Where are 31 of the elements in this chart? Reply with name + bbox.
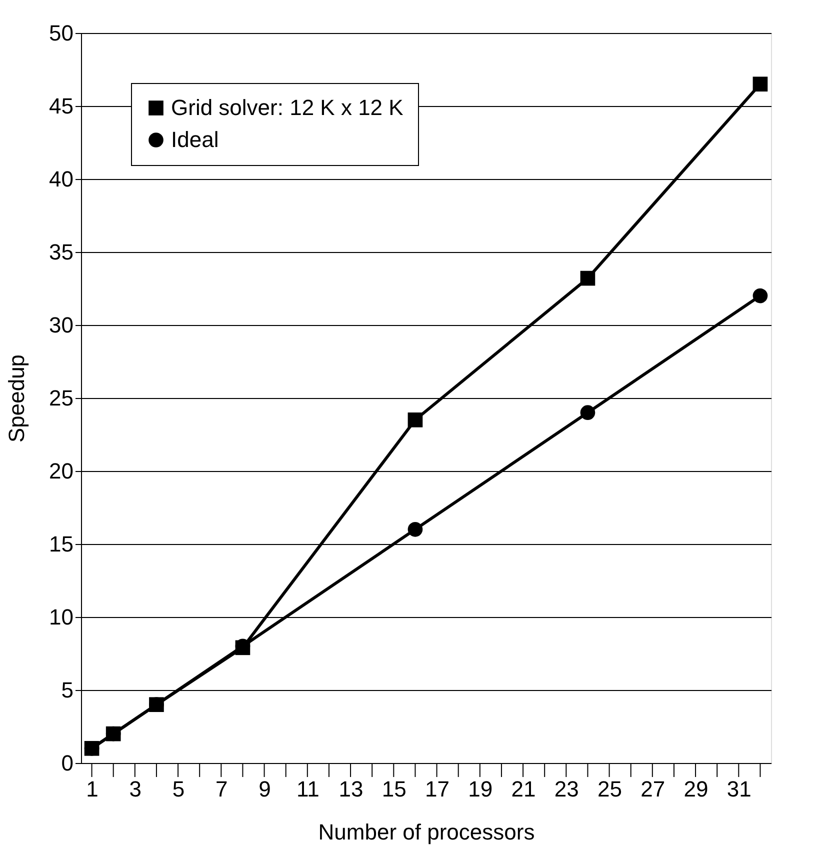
y-tick-label: 50 [49, 20, 74, 46]
y-tick-label: 5 [61, 678, 74, 702]
x-tick-label: 31 [726, 776, 752, 802]
x-tick-label: 25 [598, 776, 622, 802]
x-axis-title: Number of processors [318, 820, 535, 844]
y-tick-label: 30 [49, 312, 74, 338]
legend-label: Ideal [171, 127, 219, 152]
x-tick-label: 23 [554, 776, 579, 802]
x-tick-label: 11 [296, 776, 320, 802]
x-tick-label: 19 [468, 776, 493, 802]
y-tick-label: 15 [49, 532, 74, 556]
y-axis-title: Speedup [4, 354, 30, 443]
x-tick-label: 9 [258, 776, 271, 802]
y-tick-label: 35 [49, 240, 74, 264]
x-tick-label: 1 [86, 776, 98, 802]
legend-label: Grid solver: 12 K x 12 K [171, 95, 404, 120]
x-tick-label: 5 [172, 776, 185, 802]
x-tick-label: 27 [640, 776, 666, 802]
y-tick-label: 25 [49, 386, 74, 410]
x-tick-label: 17 [425, 776, 450, 802]
y-tick-label: 45 [49, 94, 74, 118]
y-tick-label: 20 [49, 458, 74, 484]
x-tick-label: 29 [684, 776, 708, 802]
x-tick-label: 13 [338, 776, 364, 802]
y-tick-label: 0 [61, 750, 74, 776]
x-tick-label: 7 [216, 776, 228, 802]
x-tick-label: 3 [129, 776, 142, 802]
x-tick-label: 21 [511, 776, 536, 802]
y-tick-label: 10 [49, 604, 74, 630]
y-tick-label: 40 [49, 166, 74, 192]
x-tick-label: 15 [382, 776, 406, 802]
